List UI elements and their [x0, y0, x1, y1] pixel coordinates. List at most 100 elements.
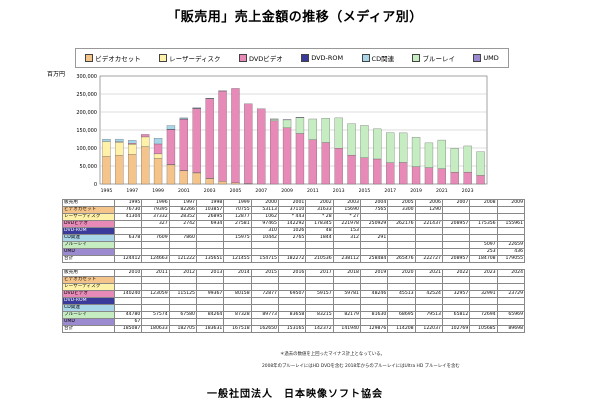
table-cell [387, 318, 416, 326]
table-cell: 153165 [277, 325, 307, 333]
row-label: ブルーレイ [62, 311, 115, 319]
table-cell: 184708 [469, 255, 498, 263]
table-cell: 2005 [387, 199, 416, 207]
table-cell: 87328 [223, 311, 252, 319]
table-cell [250, 304, 279, 312]
table-cell: 99367 [195, 290, 225, 298]
table-cell [414, 276, 443, 284]
table-cell [250, 318, 279, 326]
table-cell [414, 241, 443, 249]
table-cell [332, 318, 361, 326]
table-cell [414, 227, 443, 235]
table-cell: 2004 [359, 199, 389, 207]
table-cell: 2022 [441, 269, 471, 277]
bar-segment [360, 125, 369, 158]
table-cell: 1995 [113, 199, 143, 207]
table-cell: 180633 [141, 325, 170, 333]
bar-segment [476, 175, 485, 185]
legend-swatch [473, 54, 482, 62]
table-cell [141, 304, 170, 312]
note-bluray: 2008年のブルーレイにはHD DVDを含む 2018年からのブルーレイにはUl… [262, 364, 460, 369]
table-cell [195, 241, 225, 249]
table-cell: 82266 [168, 206, 197, 214]
table-cell: 3300 [387, 206, 416, 214]
row-label: UMD [62, 248, 115, 256]
bar-segment [308, 118, 317, 140]
bar-segment [244, 103, 253, 184]
table-cell [496, 206, 526, 214]
table-cell [305, 297, 334, 305]
table-cell: 124412 [113, 255, 143, 263]
table-cell: 2014 [223, 269, 252, 277]
bar-segment [295, 117, 305, 134]
bar-segment [437, 139, 446, 169]
table-cell: 15690 [332, 206, 361, 214]
table-cell: 2011 [141, 269, 170, 277]
table-cell: 84264 [195, 311, 225, 319]
table-cell [387, 304, 416, 312]
table-cell [168, 318, 197, 326]
bar-segment [102, 141, 111, 157]
table-cell: 2765 [277, 234, 307, 242]
table-cell [277, 241, 307, 249]
table-cell: 48246 [359, 290, 389, 298]
table-cell [168, 276, 197, 284]
table-cell: 70755 [223, 206, 252, 214]
bar-segment [270, 120, 279, 185]
row-label: ビデオカセット [62, 206, 115, 214]
table-cell: 105685 [469, 325, 498, 333]
bar-segment [192, 172, 201, 185]
bar-segment [334, 117, 343, 149]
table-cell [141, 297, 170, 305]
table-cell: 102769 [441, 325, 471, 333]
table-cell [496, 304, 526, 312]
bar-segment [166, 125, 176, 130]
table-cell: 79513 [414, 311, 443, 319]
table-cell: 121455 [223, 255, 252, 263]
table-cell [277, 248, 307, 256]
table-cell [441, 248, 471, 256]
table-cell: 253 [469, 248, 498, 256]
bar-segment [179, 170, 188, 185]
table-cell: 103857 [195, 206, 225, 214]
table-cell [250, 241, 279, 249]
table-cell [441, 206, 471, 214]
table-cell [277, 276, 307, 284]
table-cell: 185087 [113, 325, 143, 333]
stacked-bar-chart: 百万円 0 50,000 100,000 150,000 200,000 250,000 30… [47, 71, 488, 194]
y-tick-label: 250,000 [76, 92, 97, 98]
x-tick-label: 2001 [178, 188, 190, 194]
bar-segment [231, 88, 240, 183]
bar-segment [231, 182, 240, 185]
table-cell [141, 227, 170, 235]
bar-segment [347, 123, 356, 156]
table-cell: 10442 [250, 234, 279, 242]
table-cell [113, 220, 143, 228]
table-cell: 122037 [414, 325, 443, 333]
bar-segment [411, 137, 421, 167]
table-cell: 23729 [496, 290, 526, 298]
bar-segment [411, 166, 421, 185]
table-cell [414, 304, 443, 312]
bar-segment [141, 136, 150, 147]
y-tick-label: 100,000 [76, 146, 97, 152]
table-cell: 167518 [223, 325, 252, 333]
table-cell: 48 [305, 227, 334, 235]
table-cell [414, 283, 443, 291]
table-cell: 72877 [250, 290, 279, 298]
table-cell: 68695 [387, 311, 416, 319]
row-label: CD関連 [62, 304, 115, 312]
table-cell: * 443 [277, 213, 307, 221]
row-label: ブルーレイ [62, 241, 115, 249]
bar-segment [282, 119, 292, 129]
table-cell [195, 248, 225, 256]
table-cell: 83215 [305, 311, 334, 319]
table-cell: 2003 [332, 199, 361, 207]
legend-swatch [301, 54, 310, 62]
table-cell: 182705 [168, 325, 197, 333]
x-tick-label: 2005 [230, 188, 242, 194]
table-cell: 7609 [141, 234, 170, 242]
table-cell [414, 248, 443, 256]
table-cell [387, 297, 416, 305]
table-cell [277, 297, 307, 305]
